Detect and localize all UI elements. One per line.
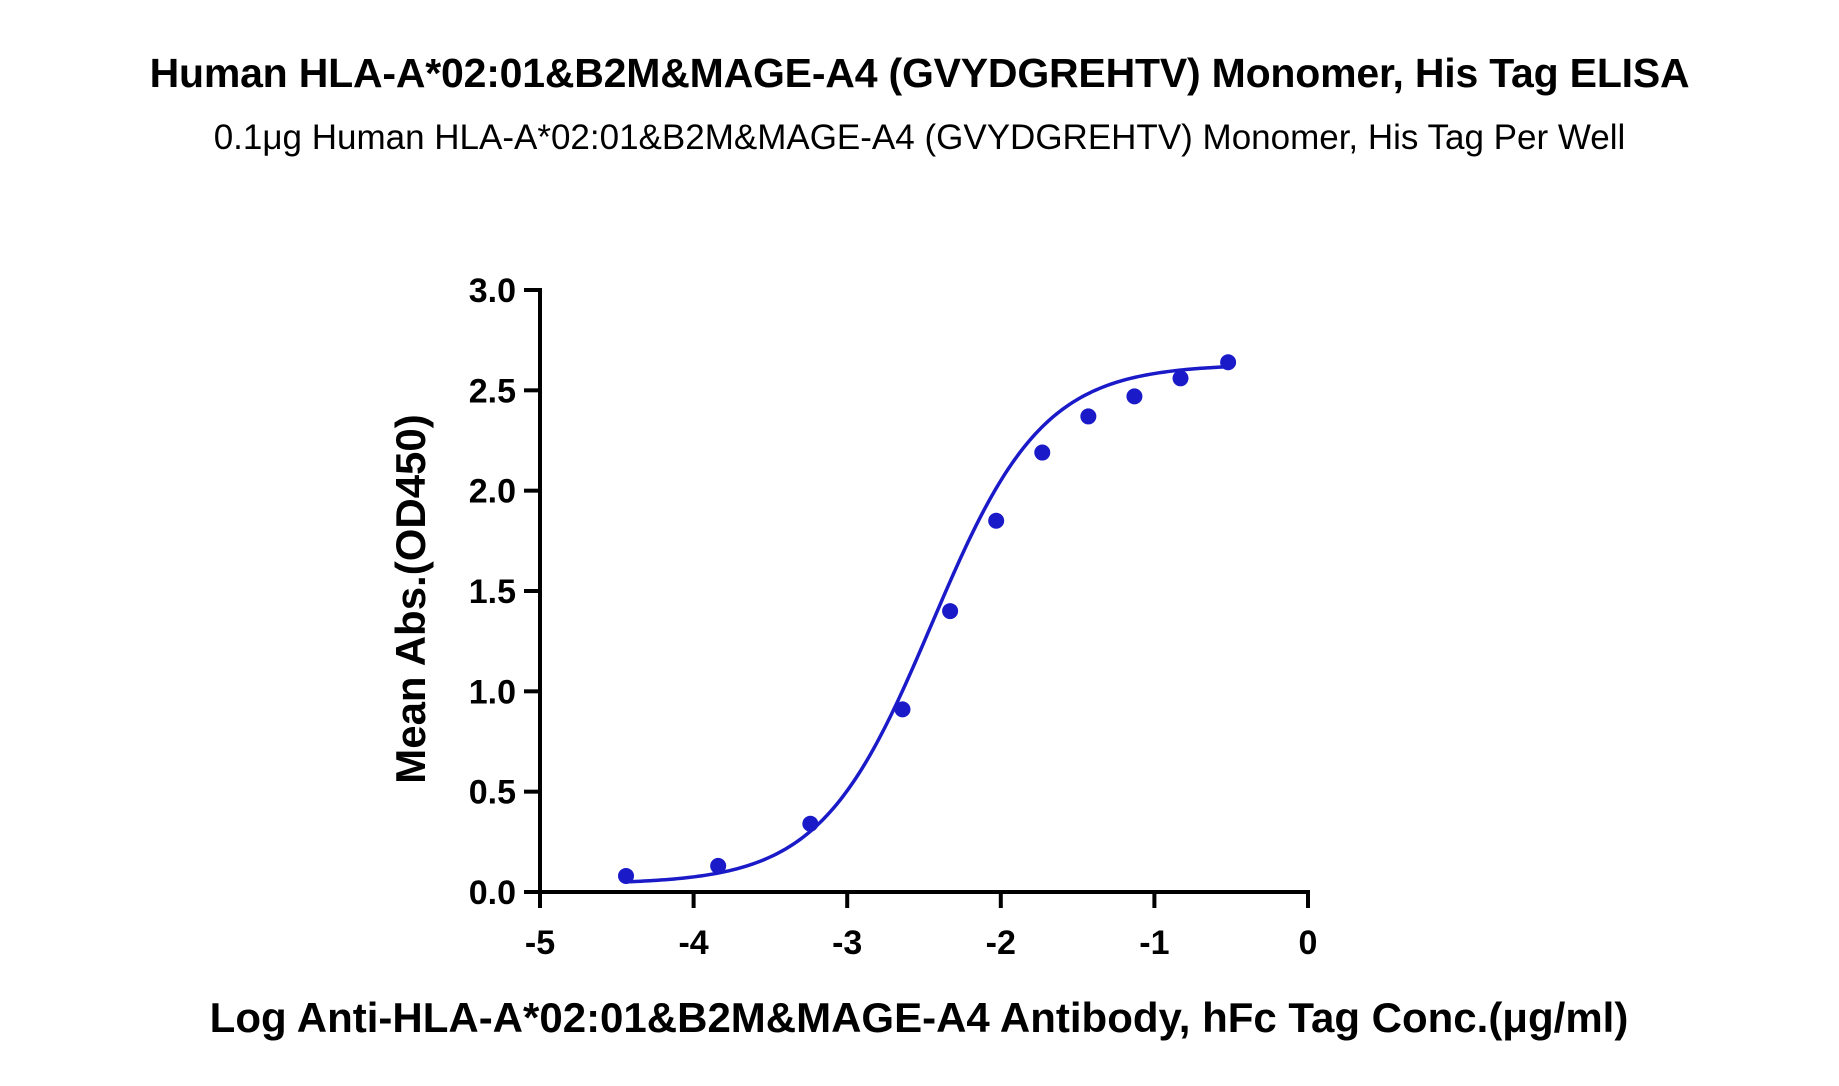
x-tick-label: -1	[1139, 924, 1169, 962]
axes: 0.0 0.5 1.0 1.5 2.0 2.5 3.0 -5 -4 -3 -2 -1 0	[469, 272, 1318, 962]
y-tick-label: 1.5	[469, 573, 516, 611]
y-tick-label: 2.5	[469, 372, 516, 410]
x-tick-label: -3	[832, 924, 862, 962]
y-tick-label: 1.0	[469, 673, 516, 711]
x-tick-label: -4	[678, 924, 708, 962]
y-tick-label: 2.0	[469, 473, 516, 511]
y-axis-label: Mean Abs.(OD450)	[387, 414, 434, 784]
fit-curve-layer	[624, 365, 1230, 884]
x-tick-label: -5	[525, 924, 555, 962]
data-point	[1034, 444, 1051, 461]
data-point	[618, 867, 635, 884]
data-point	[942, 603, 959, 620]
fit-curve	[624, 365, 1230, 884]
y-tick-label: 0.0	[469, 874, 516, 912]
data-point	[1080, 408, 1097, 425]
x-axis-label: Log Anti-HLA-A*02:01&B2M&MAGE-A4 Antibod…	[210, 994, 1629, 1041]
y-tick-label: 0.5	[469, 774, 516, 812]
data-point	[802, 815, 819, 832]
data-point	[1126, 388, 1143, 405]
y-tick-label: 3.0	[469, 272, 516, 310]
chart-title: Human HLA-A*02:01&B2M&MAGE-A4 (GVYDGREHT…	[149, 50, 1690, 96]
data-points-layer	[618, 354, 1237, 884]
x-tick-label: -2	[986, 924, 1016, 962]
chart-subtitle: 0.1μg Human HLA-A*02:01&B2M&MAGE-A4 (GVY…	[213, 118, 1626, 157]
data-point	[894, 701, 911, 718]
x-tick-label: 0	[1299, 924, 1318, 962]
data-point	[710, 857, 727, 874]
data-point	[1220, 354, 1237, 371]
data-point	[1172, 370, 1189, 387]
data-point	[988, 512, 1005, 529]
